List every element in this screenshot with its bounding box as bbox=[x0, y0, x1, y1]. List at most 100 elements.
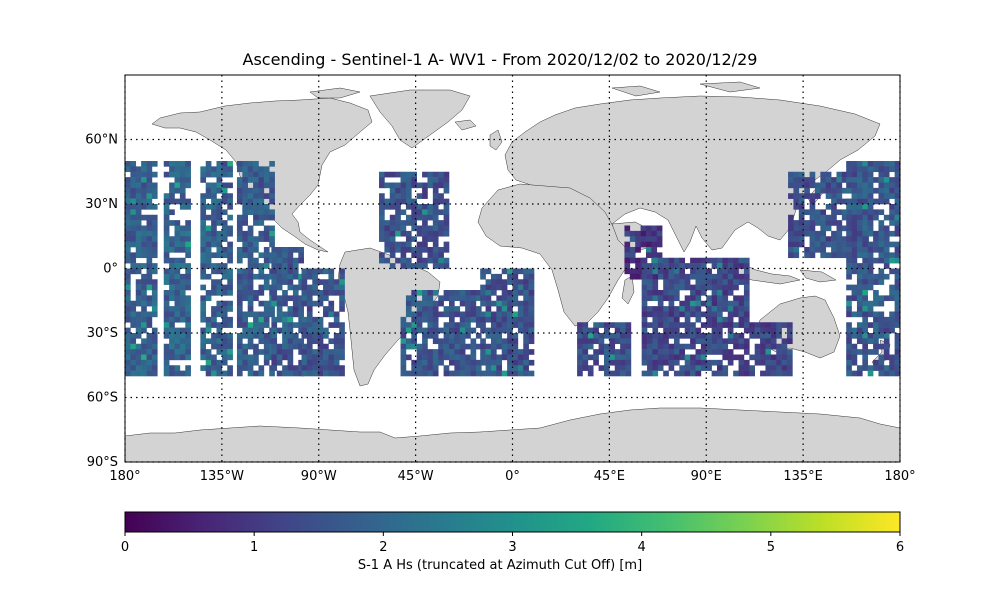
data-cell bbox=[432, 182, 439, 189]
data-cell bbox=[395, 209, 401, 216]
data-cell bbox=[781, 365, 788, 371]
data-cell bbox=[317, 354, 324, 361]
data-cell bbox=[625, 343, 632, 350]
data-cell bbox=[179, 204, 186, 210]
data-cell bbox=[507, 316, 513, 323]
data-cell bbox=[276, 252, 283, 259]
data-cell bbox=[242, 290, 249, 296]
data-cell bbox=[146, 161, 153, 167]
data-cell bbox=[873, 279, 879, 285]
data-cell bbox=[242, 284, 249, 291]
data-cell bbox=[236, 182, 243, 189]
data-cell bbox=[851, 241, 858, 248]
data-cell bbox=[298, 327, 304, 334]
data-cell bbox=[512, 300, 519, 307]
data-cell bbox=[743, 268, 750, 275]
data-cell bbox=[438, 349, 444, 355]
data-cell bbox=[593, 322, 599, 328]
data-cell bbox=[668, 365, 675, 371]
data-cell bbox=[717, 365, 723, 371]
data-cell bbox=[169, 295, 175, 302]
data-cell bbox=[841, 198, 848, 205]
data-cell bbox=[263, 182, 270, 189]
data-cell bbox=[786, 338, 793, 345]
data-cell bbox=[141, 230, 147, 237]
data-cell bbox=[765, 322, 772, 328]
data-cell bbox=[852, 247, 859, 253]
data-cell bbox=[130, 161, 137, 167]
data-cell bbox=[179, 295, 186, 302]
data-cell bbox=[620, 349, 626, 355]
data-cell bbox=[438, 359, 444, 366]
data-cell bbox=[846, 338, 852, 345]
data-cell bbox=[480, 295, 486, 302]
data-cell bbox=[700, 268, 707, 275]
data-cell bbox=[652, 343, 659, 350]
data-cell bbox=[851, 327, 858, 334]
data-cell bbox=[242, 268, 249, 275]
data-cell bbox=[253, 247, 259, 253]
data-cell bbox=[851, 263, 858, 269]
data-cell bbox=[258, 349, 265, 355]
data-cell bbox=[422, 263, 428, 269]
data-cell bbox=[470, 354, 477, 361]
data-cell bbox=[258, 322, 265, 328]
data-cell bbox=[776, 343, 782, 350]
data-cell bbox=[211, 365, 217, 371]
data-cell bbox=[427, 349, 434, 355]
data-cell bbox=[809, 230, 816, 237]
data-cell bbox=[695, 365, 702, 371]
data-cell bbox=[200, 311, 207, 318]
data-cell bbox=[174, 279, 181, 285]
data-cell bbox=[641, 349, 648, 355]
data-cell bbox=[624, 268, 631, 275]
data-cell bbox=[517, 316, 524, 323]
data-cell bbox=[236, 306, 243, 312]
land-greenland bbox=[369, 89, 471, 149]
data-cell bbox=[287, 316, 294, 323]
data-cell bbox=[135, 322, 142, 328]
data-cell bbox=[151, 343, 158, 350]
data-cell bbox=[253, 273, 259, 280]
data-cell bbox=[405, 220, 412, 226]
data-cell bbox=[641, 354, 648, 361]
data-cell bbox=[179, 349, 186, 355]
data-cell bbox=[379, 171, 385, 178]
data-cell bbox=[200, 236, 207, 242]
data-cell bbox=[135, 263, 142, 269]
data-cell bbox=[804, 230, 810, 237]
data-cell bbox=[501, 268, 508, 275]
data-cell bbox=[765, 354, 772, 361]
data-cell bbox=[851, 349, 858, 355]
data-cell bbox=[258, 316, 265, 323]
data-cell bbox=[227, 333, 233, 339]
data-cell bbox=[679, 268, 686, 275]
data-cell bbox=[496, 279, 503, 285]
data-cell bbox=[179, 333, 186, 339]
data-cell bbox=[878, 322, 885, 328]
data-cell bbox=[211, 316, 217, 323]
data-cell bbox=[227, 365, 233, 371]
data-cell bbox=[416, 182, 423, 189]
data-cell bbox=[298, 300, 304, 307]
data-cell bbox=[448, 343, 455, 350]
data-cell bbox=[836, 220, 843, 226]
data-cell bbox=[400, 182, 407, 189]
data-cell bbox=[582, 327, 589, 334]
data-cell bbox=[894, 343, 900, 350]
data-cell bbox=[695, 290, 702, 296]
data-cell bbox=[470, 327, 477, 334]
data-cell bbox=[883, 316, 890, 323]
data-cell bbox=[862, 306, 869, 312]
data-cell bbox=[862, 193, 869, 199]
data-cell bbox=[883, 333, 890, 339]
data-cell bbox=[416, 316, 423, 323]
data-cell bbox=[185, 198, 191, 205]
data-cell bbox=[831, 198, 837, 205]
data-cell bbox=[287, 252, 294, 259]
data-cell bbox=[247, 279, 254, 285]
data-cell bbox=[135, 171, 142, 178]
data-cell bbox=[258, 166, 265, 173]
data-cell bbox=[847, 209, 853, 216]
data-cell bbox=[846, 247, 852, 253]
